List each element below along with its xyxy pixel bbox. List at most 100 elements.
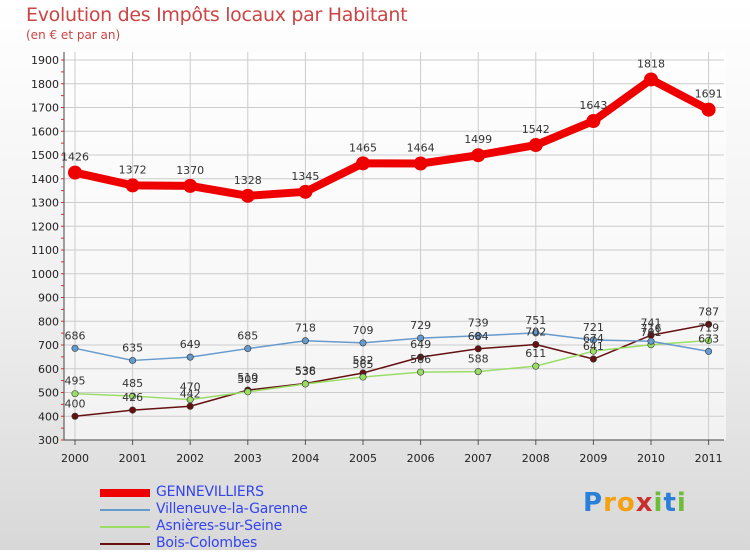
data-point xyxy=(532,341,540,349)
series-line xyxy=(74,323,709,417)
data-label: 1465 xyxy=(349,141,377,154)
chart-subtitle: (en € et par an) xyxy=(26,28,121,42)
data-point xyxy=(471,148,486,163)
logo-letter: x xyxy=(635,488,654,518)
data-label: 641 xyxy=(583,340,604,353)
data-label: 1345 xyxy=(291,170,319,183)
data-point xyxy=(417,353,425,361)
data-point xyxy=(301,337,309,345)
data-point xyxy=(359,339,367,347)
x-tick-label: 2007 xyxy=(464,452,492,465)
data-label: 495 xyxy=(65,375,86,388)
x-tick-label: 2002 xyxy=(176,452,204,465)
data-label: 787 xyxy=(698,305,719,318)
data-label: 718 xyxy=(295,322,316,335)
data-label: 400 xyxy=(65,397,86,410)
y-tick-label: 600 xyxy=(38,363,59,376)
data-label: 685 xyxy=(237,330,258,343)
data-label: 538 xyxy=(295,364,316,377)
data-label: 751 xyxy=(525,314,546,327)
y-tick-label: 1200 xyxy=(31,220,59,233)
data-label: 1818 xyxy=(637,57,665,70)
data-point xyxy=(301,380,309,388)
y-tick-label: 1300 xyxy=(31,197,59,210)
data-label: 709 xyxy=(353,324,374,337)
y-tick-label: 1500 xyxy=(31,149,59,162)
data-label: 673 xyxy=(698,332,719,345)
data-point xyxy=(589,347,597,355)
data-point xyxy=(129,406,137,414)
data-label: 485 xyxy=(122,377,143,390)
data-label: 721 xyxy=(583,321,604,334)
y-tick-label: 1700 xyxy=(31,102,59,115)
x-tick-label: 2001 xyxy=(119,452,147,465)
data-label: 684 xyxy=(468,330,489,343)
data-point xyxy=(474,345,482,353)
data-label: 470 xyxy=(180,381,201,394)
y-tick-label: 1100 xyxy=(31,244,59,257)
data-label: 739 xyxy=(468,317,489,330)
y-tick-label: 800 xyxy=(38,315,59,328)
y-tick-label: 1900 xyxy=(31,54,59,67)
data-label: 1426 xyxy=(61,151,89,164)
x-tick-label: 2009 xyxy=(579,452,607,465)
data-label: 1328 xyxy=(234,174,262,187)
data-label: 729 xyxy=(410,319,431,332)
y-tick-label: 700 xyxy=(38,339,59,352)
data-label: 741 xyxy=(641,316,662,329)
data-point xyxy=(474,332,482,340)
x-tick-label: 2005 xyxy=(349,452,377,465)
data-point xyxy=(647,337,655,345)
data-point xyxy=(183,178,198,193)
data-point xyxy=(71,344,79,352)
data-label: 1464 xyxy=(407,142,435,155)
data-label: 674 xyxy=(583,332,604,345)
data-label: 442 xyxy=(180,387,201,400)
y-tick-label: 1000 xyxy=(31,268,59,281)
data-point xyxy=(701,102,716,117)
data-point xyxy=(186,396,194,404)
data-label: 716 xyxy=(641,322,662,335)
y-tick-label: 1400 xyxy=(31,173,59,186)
data-point xyxy=(356,156,370,171)
data-point xyxy=(705,320,713,328)
data-point xyxy=(71,390,79,398)
y-tick-label: 500 xyxy=(38,387,59,400)
x-tick-label: 2000 xyxy=(61,452,89,465)
data-point xyxy=(705,347,713,355)
data-point xyxy=(474,368,482,376)
logo-letter: P xyxy=(583,488,604,518)
y-tick-label: 900 xyxy=(38,292,59,305)
data-label: 588 xyxy=(468,353,489,366)
x-tick-label: 2008 xyxy=(522,452,550,465)
data-point xyxy=(298,184,313,199)
data-label: 649 xyxy=(410,338,431,351)
legend-label: Bois-Colombes xyxy=(156,535,258,551)
data-point xyxy=(68,165,82,180)
proxiti-logo: Proxiti xyxy=(583,488,687,518)
y-tick-label: 1800 xyxy=(31,78,59,91)
plot-background xyxy=(64,52,726,440)
data-point xyxy=(417,368,425,376)
series-line xyxy=(74,332,709,362)
logo-letter: r xyxy=(603,488,617,518)
x-tick-label: 2003 xyxy=(234,452,262,465)
legend-swatch xyxy=(100,543,150,545)
y-tick-label: 1600 xyxy=(31,125,59,138)
data-point xyxy=(532,362,540,370)
data-point xyxy=(129,356,137,364)
x-tick-label: 2010 xyxy=(637,452,665,465)
logo-letter: o xyxy=(616,488,636,518)
legend-label: GENNEVILLIERS xyxy=(156,484,264,500)
x-tick-label: 2011 xyxy=(695,452,723,465)
data-label: 1643 xyxy=(579,99,607,112)
data-label: 1499 xyxy=(464,133,492,146)
y-tick-label: 300 xyxy=(38,434,59,447)
data-point xyxy=(71,412,79,420)
data-label: 536 xyxy=(295,365,316,378)
data-label: 649 xyxy=(180,338,201,351)
data-label: 582 xyxy=(353,354,374,367)
data-label: 701 xyxy=(641,326,662,339)
x-tick-label: 2004 xyxy=(291,452,319,465)
y-tick-label: 400 xyxy=(38,410,59,423)
